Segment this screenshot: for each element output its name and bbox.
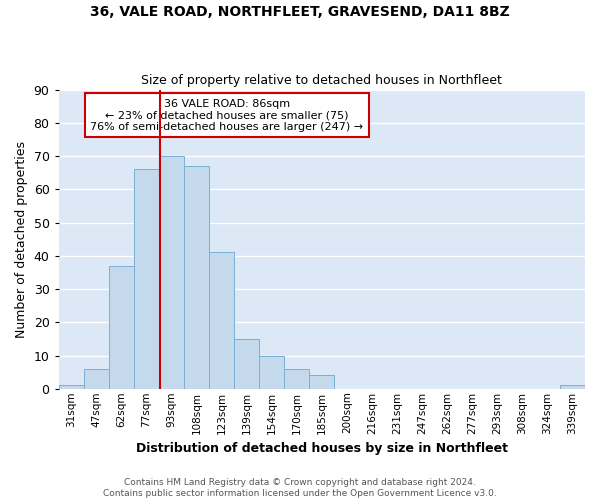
Bar [560, 386, 585, 389]
Text: 36 VALE ROAD: 86sqm
← 23% of detached houses are smaller (75)
76% of semi-detach: 36 VALE ROAD: 86sqm ← 23% of detached ho… [91, 98, 364, 132]
Title: Size of property relative to detached houses in Northfleet: Size of property relative to detached ho… [142, 74, 502, 87]
Bar [83, 369, 109, 389]
Bar [59, 386, 83, 389]
Bar [159, 156, 184, 389]
Text: Contains HM Land Registry data © Crown copyright and database right 2024.
Contai: Contains HM Land Registry data © Crown c… [103, 478, 497, 498]
Text: 36, VALE ROAD, NORTHFLEET, GRAVESEND, DA11 8BZ: 36, VALE ROAD, NORTHFLEET, GRAVESEND, DA… [90, 5, 510, 19]
Y-axis label: Number of detached properties: Number of detached properties [15, 140, 28, 338]
Bar [184, 166, 209, 389]
Bar [134, 170, 159, 389]
Bar [259, 356, 284, 389]
Bar [309, 376, 334, 389]
Bar [284, 369, 309, 389]
Bar [234, 339, 259, 389]
X-axis label: Distribution of detached houses by size in Northfleet: Distribution of detached houses by size … [136, 442, 508, 455]
Bar [109, 266, 134, 389]
Bar [209, 252, 234, 389]
